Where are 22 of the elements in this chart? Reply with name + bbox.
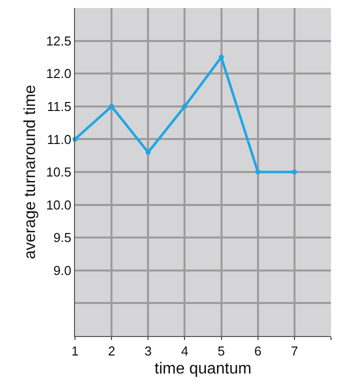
x-tick-label: 1 xyxy=(71,344,79,359)
y-tick-label: 11.5 xyxy=(47,98,72,114)
x-tick-label: 4 xyxy=(181,344,188,359)
point xyxy=(292,170,297,174)
y-tick-label: 12.0 xyxy=(46,66,72,82)
point xyxy=(109,104,114,109)
y-tick-label: 10.5 xyxy=(46,164,72,180)
y-tick-label: 9.5 xyxy=(53,230,72,246)
x-tick-label: 5 xyxy=(218,344,225,359)
x-tick-label: 7 xyxy=(290,344,298,359)
y-axis-title: average turnaround time xyxy=(22,84,39,260)
point xyxy=(182,104,188,109)
point xyxy=(255,170,260,174)
y-tick-label: 9.0 xyxy=(53,262,72,278)
x-tick-label: 3 xyxy=(144,344,152,359)
y-tick-label: 11.0 xyxy=(47,132,72,147)
x-tick-label: 2 xyxy=(108,344,116,359)
point xyxy=(146,150,151,155)
x-tick-label: 6 xyxy=(254,344,262,359)
x-axis-title: time quantum xyxy=(154,360,252,378)
y-tick-label: 10.0 xyxy=(46,197,72,212)
y-tick-label: 12.5 xyxy=(46,33,72,48)
